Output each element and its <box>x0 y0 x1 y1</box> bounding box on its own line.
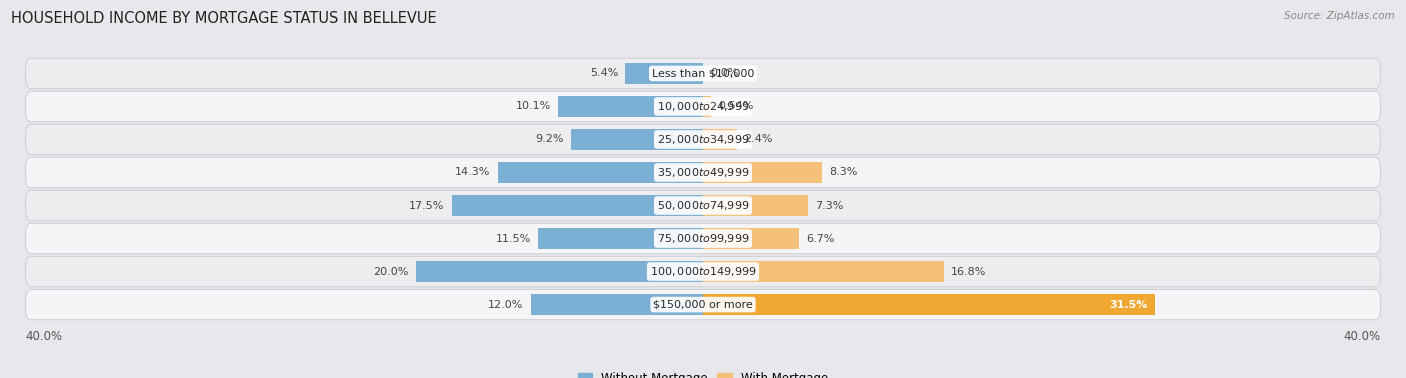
FancyBboxPatch shape <box>25 223 1381 254</box>
Legend: Without Mortgage, With Mortgage: Without Mortgage, With Mortgage <box>574 367 832 378</box>
Text: $25,000 to $34,999: $25,000 to $34,999 <box>657 133 749 146</box>
Text: 14.3%: 14.3% <box>456 167 491 178</box>
FancyBboxPatch shape <box>25 58 1381 88</box>
Bar <box>531 294 703 315</box>
Text: 9.2%: 9.2% <box>536 135 564 144</box>
Text: $100,000 to $149,999: $100,000 to $149,999 <box>650 265 756 278</box>
Text: 0.0%: 0.0% <box>710 68 738 78</box>
Text: 10.1%: 10.1% <box>516 101 551 112</box>
Bar <box>626 63 703 84</box>
FancyBboxPatch shape <box>25 256 1381 287</box>
Text: 12.0%: 12.0% <box>488 300 523 310</box>
Text: Source: ZipAtlas.com: Source: ZipAtlas.com <box>1284 11 1395 21</box>
FancyBboxPatch shape <box>25 91 1381 122</box>
Bar <box>703 162 823 183</box>
Text: HOUSEHOLD INCOME BY MORTGAGE STATUS IN BELLEVUE: HOUSEHOLD INCOME BY MORTGAGE STATUS IN B… <box>11 11 437 26</box>
FancyBboxPatch shape <box>25 190 1381 221</box>
Bar <box>703 96 711 117</box>
Text: $35,000 to $49,999: $35,000 to $49,999 <box>657 166 749 179</box>
FancyBboxPatch shape <box>25 290 1381 320</box>
Text: 6.7%: 6.7% <box>807 234 835 243</box>
Text: $150,000 or more: $150,000 or more <box>654 300 752 310</box>
Bar <box>703 261 945 282</box>
FancyBboxPatch shape <box>25 157 1381 188</box>
Text: 0.54%: 0.54% <box>718 101 754 112</box>
Text: 16.8%: 16.8% <box>952 266 987 277</box>
Bar <box>498 162 703 183</box>
Text: 7.3%: 7.3% <box>815 200 844 211</box>
Bar <box>703 228 799 249</box>
Text: 20.0%: 20.0% <box>374 266 409 277</box>
Bar <box>416 261 703 282</box>
Bar <box>703 129 738 150</box>
Text: 31.5%: 31.5% <box>1109 300 1147 310</box>
Text: 8.3%: 8.3% <box>830 167 858 178</box>
Text: 40.0%: 40.0% <box>1343 330 1381 343</box>
Text: $50,000 to $74,999: $50,000 to $74,999 <box>657 199 749 212</box>
FancyBboxPatch shape <box>25 124 1381 155</box>
Bar <box>558 96 703 117</box>
Text: 11.5%: 11.5% <box>495 234 531 243</box>
Text: 40.0%: 40.0% <box>25 330 63 343</box>
Bar <box>703 294 1156 315</box>
Text: $10,000 to $24,999: $10,000 to $24,999 <box>657 100 749 113</box>
Text: Less than $10,000: Less than $10,000 <box>652 68 754 78</box>
Text: 17.5%: 17.5% <box>409 200 444 211</box>
Text: 5.4%: 5.4% <box>591 68 619 78</box>
Text: 2.4%: 2.4% <box>745 135 773 144</box>
Bar <box>538 228 703 249</box>
Text: $75,000 to $99,999: $75,000 to $99,999 <box>657 232 749 245</box>
Bar <box>703 195 808 216</box>
Bar <box>451 195 703 216</box>
Bar <box>571 129 703 150</box>
